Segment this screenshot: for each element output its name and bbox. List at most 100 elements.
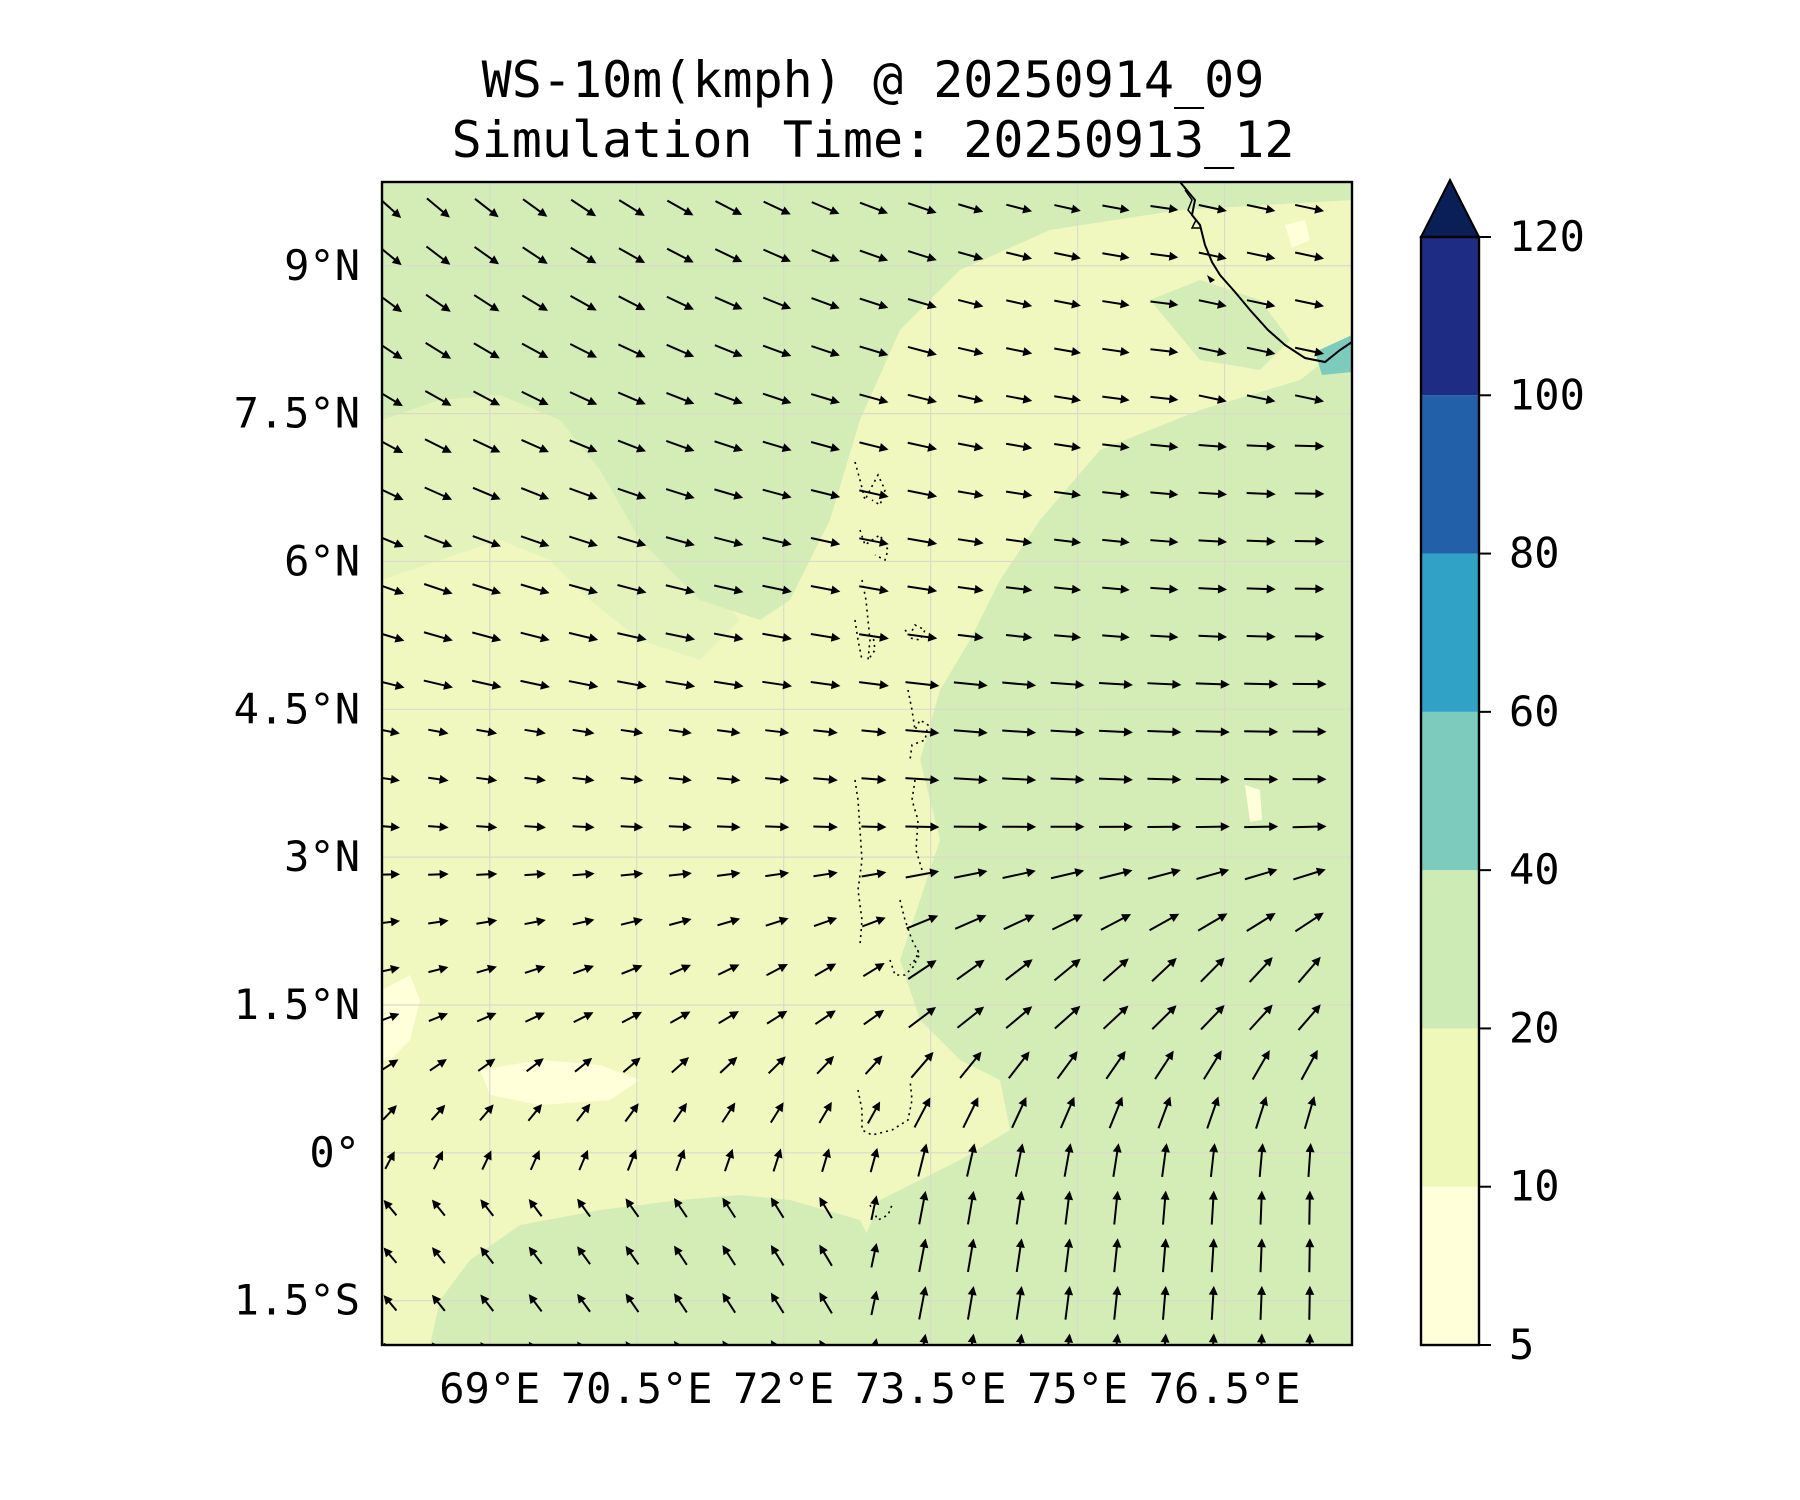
wind-arrow <box>1147 679 1182 689</box>
wind-arrow <box>1294 394 1325 405</box>
wind-arrow <box>1292 822 1327 832</box>
wind-arrow <box>524 774 546 784</box>
wind-arrow <box>957 489 984 499</box>
wind-arrow <box>1294 441 1325 451</box>
wind-arrow <box>1003 914 1035 931</box>
wind-arrow <box>1195 679 1230 689</box>
wind-arrow <box>522 246 548 264</box>
coast-detail <box>1184 189 1200 229</box>
wind-arrow <box>1102 204 1130 214</box>
wind-arrow <box>665 488 695 500</box>
wind-arrow <box>1150 204 1179 214</box>
wind-arrow <box>618 247 646 263</box>
wind-arrow <box>476 727 498 737</box>
wind-arrow <box>859 441 889 452</box>
wind-arrow <box>870 1290 880 1316</box>
wind-arrow <box>1150 299 1179 309</box>
wind-arrow <box>473 294 500 312</box>
wind-arrow <box>382 488 404 501</box>
wind-arrow <box>966 1238 977 1273</box>
wind-arrow <box>577 1246 591 1265</box>
wind-arrow <box>770 1197 785 1219</box>
wind-arrow <box>382 1105 397 1121</box>
wind-arrow <box>1014 1143 1026 1177</box>
wind-arrow <box>1246 346 1276 357</box>
wind-arrow <box>763 200 791 215</box>
wind-arrow <box>1150 442 1179 451</box>
colorbar-tick-label: 80 <box>1509 529 1560 578</box>
wind-arrow <box>1197 913 1228 932</box>
wind-arrow <box>1102 489 1130 499</box>
wind-arrow <box>1251 1050 1270 1081</box>
wind-arrow <box>813 822 838 832</box>
wind-arrow <box>1054 1005 1081 1030</box>
wind-arrow <box>625 1293 640 1313</box>
wind-arrow <box>767 1056 786 1074</box>
wind-arrow <box>528 1198 543 1217</box>
wind-arrow <box>578 1149 589 1171</box>
wind-arrow <box>1294 489 1325 499</box>
wind-arrow <box>1102 584 1130 594</box>
wind-arrow <box>953 868 988 879</box>
wind-arrow <box>1246 632 1276 642</box>
wind-arrow <box>528 1246 543 1265</box>
wind-arrow <box>1246 251 1276 262</box>
wind-arrow <box>957 442 984 452</box>
wind-arrow <box>905 680 940 690</box>
wind-arrow <box>666 343 695 358</box>
wind-arrow <box>620 917 643 926</box>
wind-arrow <box>473 342 500 359</box>
wind-arrow <box>1008 1051 1030 1079</box>
wind-arrow <box>472 438 501 453</box>
wind-arrow <box>522 198 548 217</box>
wind-arrow <box>763 248 791 263</box>
wind-arrow <box>716 822 741 832</box>
wind-arrow <box>428 727 449 737</box>
wind-arrow <box>1200 957 1225 983</box>
wind-arrow <box>716 774 741 784</box>
wind-arrow <box>907 960 937 980</box>
wind-arrow <box>527 1104 543 1122</box>
wind-arrow <box>669 964 691 976</box>
wind-arrow <box>861 774 887 784</box>
colorbar-tick-label: 10 <box>1509 1162 1560 1211</box>
wind-arrow <box>425 245 451 265</box>
wind-arrow <box>1257 1190 1267 1225</box>
wind-arrow <box>1198 299 1227 309</box>
wind-arrow <box>472 535 501 548</box>
wind-arrow <box>572 774 595 784</box>
wind-arrow <box>1203 1050 1222 1080</box>
wind-arrow <box>953 775 988 785</box>
wind-arrow <box>520 679 550 690</box>
wind-arrow <box>428 869 449 879</box>
wind-arrow <box>821 1148 831 1173</box>
wind-arrow <box>1294 346 1325 357</box>
wind-arrow <box>668 727 692 737</box>
wind-arrow <box>713 680 744 690</box>
wind-arrow <box>428 917 449 927</box>
wind-arrow <box>819 1339 828 1345</box>
wind-arrow <box>762 392 792 405</box>
wind-arrow <box>1002 680 1037 690</box>
wind-arrow <box>423 631 453 643</box>
wind-arrow <box>718 1011 739 1025</box>
wind-arrow <box>383 1247 398 1264</box>
wind-arrow <box>382 344 403 360</box>
wind-arrow <box>862 963 885 978</box>
wind-arrow <box>382 296 403 313</box>
wind-arrow <box>669 916 692 926</box>
y-tick-label: 3°N <box>284 832 360 881</box>
wind-arrow <box>810 632 841 642</box>
wind-arrow <box>918 1286 929 1320</box>
wind-arrow <box>859 393 889 405</box>
coast-island <box>1207 275 1215 283</box>
wind-vector-field <box>382 197 1327 1345</box>
wind-arrow <box>624 1103 639 1123</box>
wind-arrow <box>1150 346 1179 356</box>
wind-arrow <box>520 631 550 643</box>
wind-arrow <box>524 822 546 832</box>
wind-arrow <box>479 1104 494 1122</box>
wind-arrow <box>617 584 647 595</box>
wind-arrow <box>905 775 940 785</box>
wind-arrow <box>957 584 984 594</box>
